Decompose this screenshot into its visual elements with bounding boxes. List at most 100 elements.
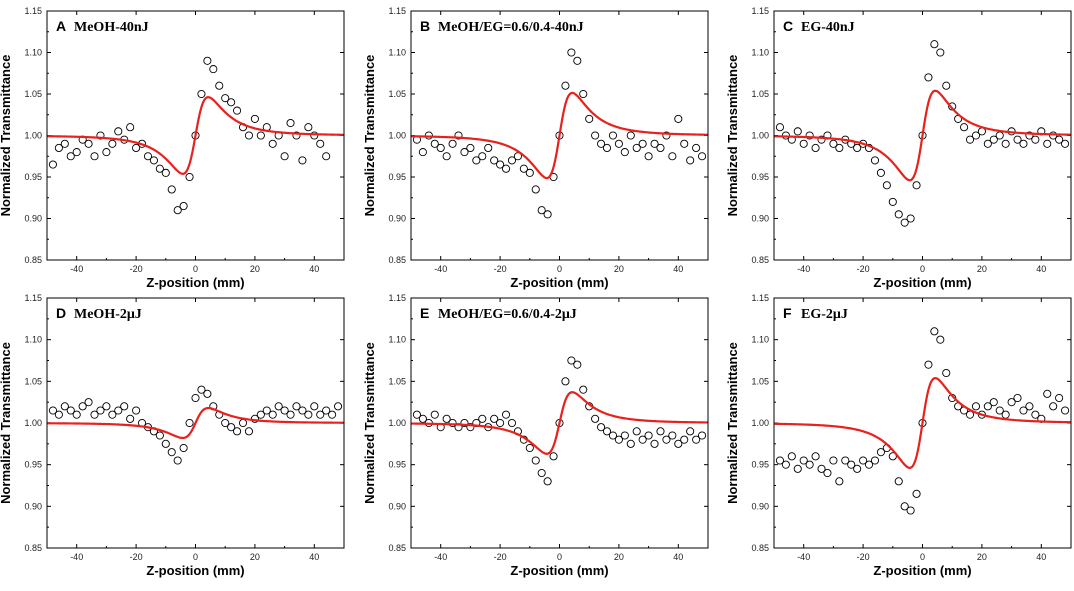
data-point: [466, 143, 475, 152]
y-tick-label: 1.05: [24, 376, 42, 386]
data-point: [442, 414, 451, 423]
plot-area: [774, 40, 1071, 227]
data-point: [942, 81, 951, 90]
data-point: [203, 56, 212, 65]
data-point: [84, 139, 93, 148]
data-point: [668, 152, 677, 161]
y-tick-label: 0.95: [751, 172, 769, 182]
data-point: [430, 410, 439, 419]
data-point: [989, 135, 998, 144]
y-tick-label: 1.15: [24, 6, 42, 16]
data-point: [244, 131, 254, 140]
data-point: [244, 427, 254, 436]
panel-title: MeOH-2μJ: [74, 307, 142, 322]
data-point: [870, 456, 880, 465]
data-point: [167, 185, 176, 194]
data-point: [531, 185, 540, 194]
data-point: [167, 448, 176, 457]
data-point: [626, 439, 635, 448]
data-point: [632, 427, 641, 436]
data-point: [48, 406, 57, 415]
data-point: [1013, 135, 1022, 144]
data-point: [322, 406, 331, 415]
y-tick-label: 0.85: [24, 543, 42, 553]
x-tick-label: 20: [614, 264, 624, 274]
data-point: [191, 393, 200, 403]
x-tick-label: 40: [1036, 264, 1046, 274]
data-point: [54, 410, 63, 419]
fit-curve: [411, 91, 708, 180]
data-point: [811, 143, 820, 152]
panel-letter: B: [420, 18, 430, 34]
data-point: [602, 427, 612, 436]
x-tick-label: 0: [920, 264, 925, 274]
data-point: [912, 181, 921, 190]
data-point: [960, 123, 969, 132]
panel-letter: A: [56, 18, 66, 34]
data-point: [591, 131, 600, 140]
x-tick-label: -40: [797, 552, 810, 562]
panel-f: 0.85 0.90 0.95 1.00 1.05 1.10 1.15 -40 -20 0 20 40 Z…: [725, 293, 1072, 578]
y-tick-label: 1.05: [24, 89, 42, 99]
data-point: [894, 477, 903, 486]
panel-letter: E: [420, 305, 429, 321]
data-point: [1043, 139, 1052, 148]
plot-frame: [773, 10, 1072, 261]
y-axis-title: Normalized Transmittance: [362, 342, 377, 504]
data-point: [1025, 402, 1034, 411]
data-point: [90, 410, 99, 419]
data-point: [906, 214, 915, 223]
y-tick-label: 0.95: [388, 460, 406, 470]
x-tick-label: 20: [250, 552, 260, 562]
plot-frame: [773, 297, 1072, 549]
data-point: [328, 410, 337, 419]
data-point: [233, 427, 242, 436]
fit-curve: [774, 89, 1071, 182]
y-tick-label: 0.90: [388, 214, 406, 224]
plot-area: [774, 327, 1071, 515]
data-point: [286, 119, 295, 128]
plot-area: [411, 48, 708, 219]
panel-letter: C: [783, 18, 793, 34]
data-point: [334, 402, 343, 411]
data-point: [84, 398, 93, 407]
panel-c: 0.85 0.90 0.95 1.00 1.05 1.10 1.15 -40 -20 0 20 40 Z…: [725, 6, 1072, 290]
data-point: [674, 114, 683, 123]
data-point: [60, 402, 69, 411]
x-tick-label: -20: [857, 552, 870, 562]
x-axis-title: Z-position (mm): [510, 563, 608, 578]
data-point: [811, 452, 820, 461]
data-point: [185, 418, 194, 428]
data-point: [1019, 406, 1028, 415]
data-point: [48, 160, 57, 169]
data-point: [304, 123, 313, 132]
x-tick-label: 40: [673, 264, 683, 274]
data-point: [668, 431, 677, 440]
y-tick-label: 1.05: [751, 89, 769, 99]
fit-curve: [47, 96, 344, 175]
data-point: [924, 73, 933, 82]
data-point: [567, 356, 576, 365]
x-tick-label: -40: [797, 264, 810, 274]
data-point: [262, 406, 271, 415]
data-point: [799, 456, 808, 465]
x-tick-label: 40: [673, 552, 683, 562]
data-point: [983, 139, 992, 148]
data-point: [490, 156, 499, 165]
data-point: [698, 431, 707, 440]
data-point: [513, 152, 522, 161]
y-tick-label: 1.00: [388, 131, 406, 141]
data-point: [525, 168, 534, 177]
data-point: [549, 452, 558, 461]
y-tick-label: 1.10: [751, 48, 769, 58]
y-tick-label: 0.90: [751, 214, 769, 224]
fit-curve: [47, 406, 344, 440]
data-point: [173, 206, 182, 215]
x-tick-label: 0: [193, 552, 198, 562]
y-tick-label: 1.00: [24, 131, 42, 141]
data-point: [484, 143, 493, 152]
panel-title: EG-2μJ: [801, 307, 848, 322]
data-point: [161, 439, 170, 448]
data-point: [298, 406, 307, 415]
y-tick-label: 0.85: [24, 255, 42, 265]
